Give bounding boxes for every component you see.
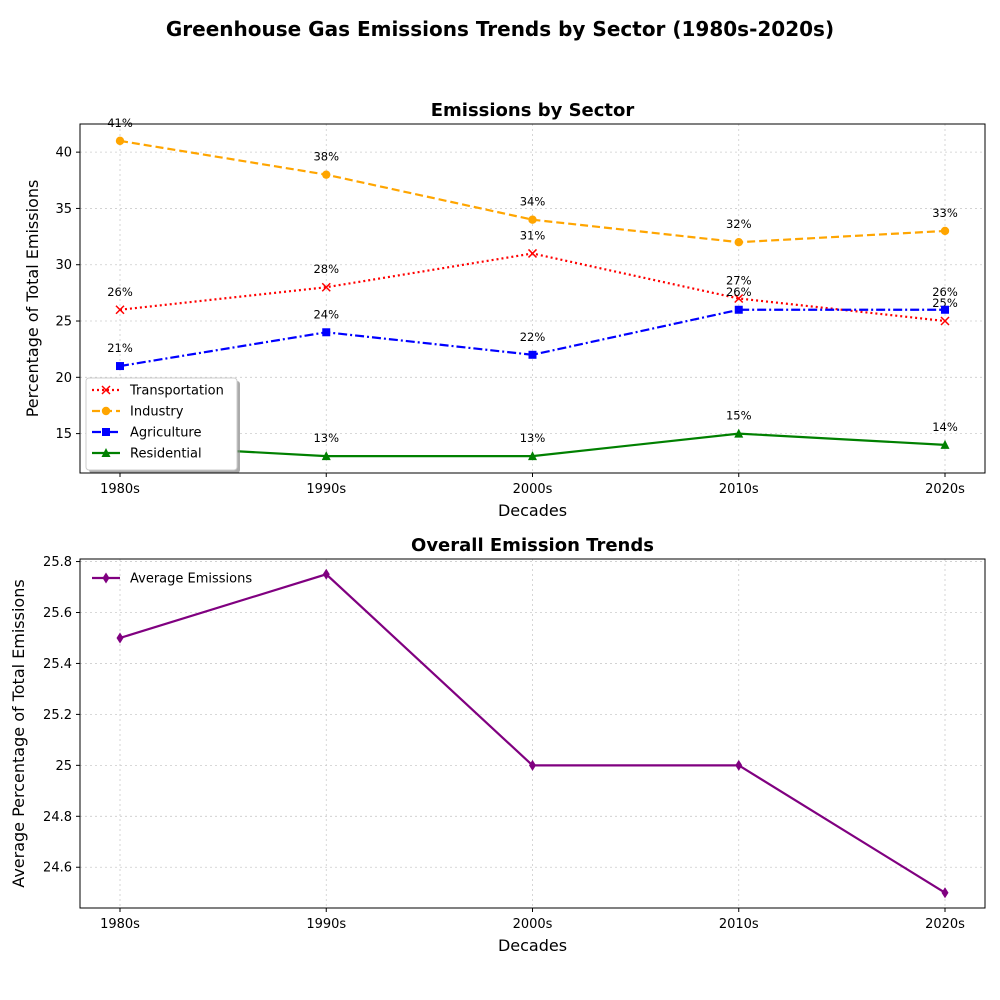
y-tick-label: 24.6	[43, 861, 72, 876]
data-label: 14%	[932, 420, 958, 434]
y-axis-label: Percentage of Total Emissions	[23, 180, 42, 418]
data-label: 34%	[520, 195, 546, 209]
y-tick-label: 25.8	[43, 555, 72, 570]
legend-marker	[103, 573, 110, 584]
data-label: 26%	[726, 285, 752, 299]
data-point	[735, 306, 743, 314]
y-tick-label: 30	[55, 258, 72, 273]
chart-title: Emissions by Sector	[431, 100, 635, 121]
y-tick-label: 24.8	[43, 810, 72, 825]
x-tick-label: 1990s	[306, 482, 346, 497]
data-point	[735, 760, 742, 771]
data-label: 32%	[726, 217, 752, 231]
data-label: 33%	[932, 206, 958, 220]
data-label: 15%	[726, 409, 752, 423]
data-label: 13%	[313, 431, 339, 445]
y-tick-label: 15	[55, 427, 72, 442]
data-label: 22%	[520, 330, 546, 344]
chart-emissions-by-sector: Emissions by Sector 1980s 1990s 2000s 2010s 2…	[23, 100, 985, 520]
x-axis-label: Decades	[498, 501, 567, 520]
data-point	[116, 306, 124, 314]
y-tick-label: 25	[55, 315, 72, 330]
data-point	[117, 632, 124, 643]
data-point	[735, 238, 743, 246]
x-tick-label: 2010s	[719, 482, 759, 497]
x-tick-label: 2000s	[513, 482, 553, 497]
data-point	[322, 170, 330, 178]
data-label: 38%	[313, 150, 339, 164]
y-tick-label: 25.4	[43, 657, 72, 672]
legend-label: Residential	[130, 447, 202, 462]
x-tick-label: 1990s	[306, 917, 346, 932]
data-point	[529, 351, 537, 359]
data-label: 26%	[107, 285, 133, 299]
legend-label: Industry	[130, 405, 184, 420]
y-tick-label: 25.6	[43, 606, 72, 621]
figure-suptitle: Greenhouse Gas Emissions Trends by Secto…	[166, 17, 834, 41]
data-point	[941, 227, 949, 235]
legend-label: Average Emissions	[130, 572, 252, 587]
data-point	[528, 215, 536, 223]
y-tick-label: 40	[55, 146, 72, 161]
series-line	[120, 141, 945, 242]
legend-label: Transportation	[129, 384, 224, 399]
data-point	[322, 328, 330, 336]
x-tick-label: 1980s	[100, 917, 140, 932]
legend-marker	[102, 407, 110, 415]
y-tick-label: 25	[55, 759, 72, 774]
legend-marker	[102, 428, 110, 436]
data-point	[942, 887, 949, 898]
x-axis-label: Decades	[498, 936, 567, 955]
y-axis-label: Average Percentage of Total Emissions	[9, 579, 28, 887]
grid	[80, 559, 985, 908]
data-label: 21%	[107, 341, 133, 355]
x-tick-label: 2000s	[513, 917, 553, 932]
legend: Average Emissions	[92, 572, 252, 587]
legend-label: Agriculture	[130, 426, 202, 441]
x-tick-label: 1980s	[100, 482, 140, 497]
chart-title: Overall Emission Trends	[411, 535, 654, 556]
x-tick-label: 2020s	[925, 917, 965, 932]
data-point	[323, 569, 330, 580]
data-point	[116, 362, 124, 370]
x-tick-label: 2020s	[925, 482, 965, 497]
data-point	[529, 760, 536, 771]
data-label: 28%	[313, 262, 339, 276]
legend: Transportation Industry Agriculture Residen…	[86, 378, 240, 473]
data-label: 26%	[932, 285, 958, 299]
data-label: 13%	[520, 431, 546, 445]
x-tick-label: 2010s	[719, 917, 759, 932]
y-tick-label: 20	[55, 371, 72, 386]
data-point	[941, 306, 949, 314]
data-point	[116, 137, 124, 145]
data-point	[941, 317, 949, 325]
y-tick-label: 35	[55, 202, 72, 217]
data-label: 24%	[313, 307, 339, 321]
y-tick-label: 25.2	[43, 708, 72, 723]
series-average-emissions	[117, 569, 949, 898]
data-label: 31%	[520, 228, 546, 242]
data-label: 41%	[107, 116, 133, 130]
chart-overall-emission-trends: Overall Emission Trends 1980s 1990s 2000s 20…	[9, 535, 985, 955]
